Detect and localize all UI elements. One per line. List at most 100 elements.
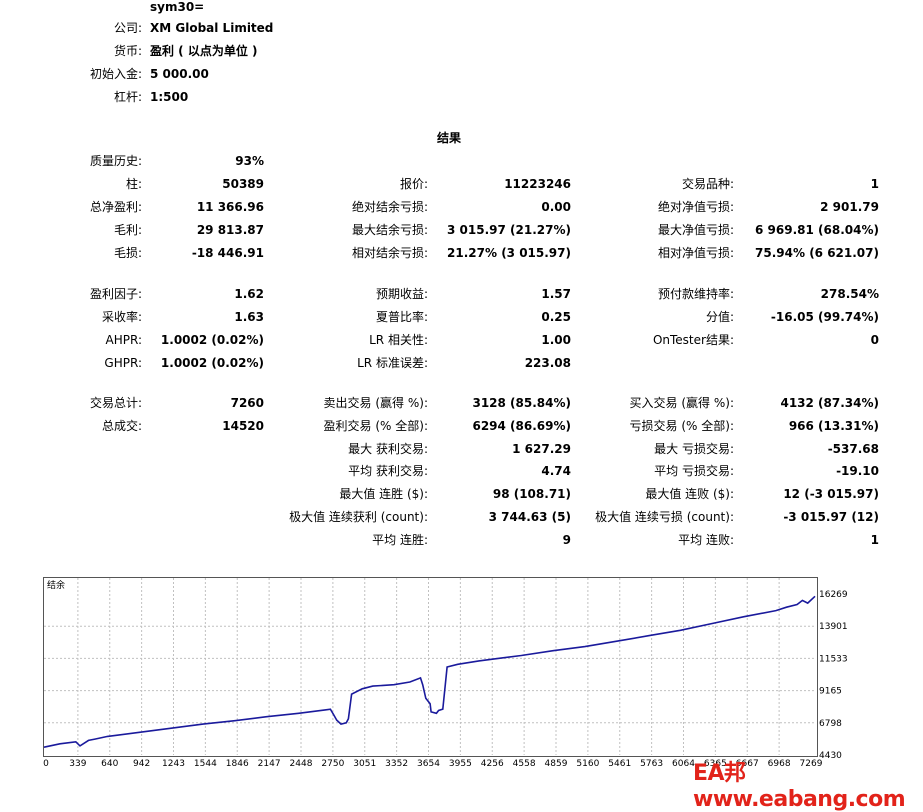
- y-tick-label: 4430: [819, 751, 842, 761]
- header-label: 公司:: [113, 21, 142, 35]
- stat-label: 平均 连胜:: [372, 533, 428, 547]
- stat-label: 盈利因子:: [89, 287, 142, 301]
- stat-label: AHPR:: [105, 333, 142, 347]
- stat-value: 12 (-3 015.97): [783, 487, 879, 501]
- x-tick-label: 6365: [704, 759, 727, 769]
- stat-label: LR 相关性:: [369, 333, 428, 347]
- stat-label: 最大 亏损交易:: [654, 442, 734, 456]
- x-tick-label: 4256: [481, 759, 504, 769]
- stat-value: 3128 (85.84%): [472, 396, 571, 410]
- x-tick-label: 640: [101, 759, 118, 769]
- stat-value: 1 627.29: [512, 442, 571, 456]
- watermark: EA邦 www.eabang.com: [693, 761, 906, 812]
- stat-label: 卖出交易 (赢得 %):: [323, 396, 428, 410]
- stat-value: 7260: [230, 396, 264, 410]
- stat-label: 毛利:: [113, 223, 142, 237]
- stat-label: 总成交:: [101, 419, 142, 433]
- stat-value: 11223246: [504, 177, 571, 191]
- x-tick-label: 4859: [545, 759, 568, 769]
- stat-label: 平均 获利交易:: [348, 464, 428, 478]
- stat-label: 平均 亏损交易:: [654, 464, 734, 478]
- x-tick-label: 3051: [353, 759, 376, 769]
- stat-label: 质量历史:: [89, 154, 142, 168]
- stat-value: 9: [562, 533, 571, 547]
- y-tick-label: 9165: [819, 687, 842, 697]
- stat-value: 3 744.63 (5): [488, 510, 571, 524]
- stat-label: 平均 连败:: [678, 533, 734, 547]
- stat-value: 14520: [222, 419, 264, 433]
- stat-label: 极大值 连续亏损 (count):: [595, 510, 734, 524]
- stat-value: 6294 (86.69%): [472, 419, 571, 433]
- stat-value: 11 366.96: [196, 200, 264, 214]
- stat-value: 1: [870, 177, 879, 191]
- stat-value: 21.27% (3 015.97): [447, 246, 571, 260]
- chart-legend-label: 结余: [47, 579, 65, 591]
- stat-label: 绝对结余亏损:: [351, 200, 428, 214]
- stat-value: 98 (108.71): [492, 487, 571, 501]
- header-label: 杠杆:: [113, 90, 142, 104]
- results-title: 结果: [437, 131, 462, 145]
- stat-value: -19.10: [836, 464, 879, 478]
- x-tick-label: 0: [43, 759, 49, 769]
- y-tick-label: 11533: [819, 654, 848, 664]
- stat-label: 交易总计:: [89, 396, 142, 410]
- x-tick-label: 4558: [513, 759, 536, 769]
- stat-value: 3 015.97 (21.27%): [447, 223, 571, 237]
- x-tick-label: 3654: [417, 759, 440, 769]
- stat-value: 1.00: [541, 333, 571, 347]
- stat-value: -537.68: [827, 442, 879, 456]
- x-tick-label: 339: [69, 759, 86, 769]
- header-value: 盈利 ( 以点为单位 ): [150, 44, 258, 58]
- x-tick-label: 2448: [290, 759, 313, 769]
- stat-label: 绝对净值亏损:: [657, 200, 734, 214]
- x-tick-label: 5160: [576, 759, 599, 769]
- stat-label: 相对结余亏损:: [351, 246, 428, 260]
- stat-value: 0.25: [541, 310, 571, 324]
- stat-label: 相对净值亏损:: [657, 246, 734, 260]
- x-tick-label: 3352: [385, 759, 408, 769]
- stat-label: 最大值 连胜 ($):: [339, 487, 428, 501]
- header-value: 5 000.00: [150, 67, 209, 81]
- stat-value: 0: [870, 333, 879, 347]
- y-tick-label: 6798: [819, 719, 842, 729]
- stat-value: 1.57: [541, 287, 571, 301]
- header-label: 货币:: [113, 44, 142, 58]
- stat-label: 总净盈利:: [89, 200, 142, 214]
- stat-value: 50389: [222, 177, 264, 191]
- x-tick-label: 2147: [258, 759, 281, 769]
- stat-value: 0.00: [541, 200, 571, 214]
- stat-value: 93%: [235, 154, 264, 168]
- stat-label: 亏损交易 (% 全部):: [629, 419, 734, 433]
- stat-label: 采收率:: [101, 310, 142, 324]
- y-tick-label: 16269: [819, 590, 848, 600]
- stat-value: 75.94% (6 621.07): [755, 246, 879, 260]
- x-tick-label: 3955: [449, 759, 472, 769]
- y-tick-label: 13901: [819, 622, 848, 632]
- x-tick-label: 7269: [800, 759, 823, 769]
- stat-value: -16.05 (99.74%): [770, 310, 879, 324]
- stat-value: 1.63: [234, 310, 264, 324]
- x-tick-label: 6667: [736, 759, 759, 769]
- x-tick-label: 942: [133, 759, 150, 769]
- stat-label: 盈利交易 (% 全部):: [323, 419, 428, 433]
- stat-label: 最大 获利交易:: [348, 442, 428, 456]
- stat-label: 分值:: [705, 310, 734, 324]
- stat-label: 预期收益:: [375, 287, 428, 301]
- balance-chart: [43, 577, 818, 757]
- stat-value: 223.08: [524, 356, 571, 370]
- header-value: 1:500: [150, 90, 189, 104]
- stat-value: -18 446.91: [191, 246, 264, 260]
- x-tick-label: 1846: [226, 759, 249, 769]
- header-label: 初始入金:: [89, 67, 142, 81]
- stat-label: 报价:: [399, 177, 428, 191]
- stat-value: 4.74: [541, 464, 571, 478]
- stat-label: OnTester结果:: [652, 333, 734, 347]
- x-tick-label: 1544: [194, 759, 217, 769]
- balance-chart-svg: 0 339 640 942 1243 1544 1846 2147 2448 2750 3051 33…: [43, 578, 848, 769]
- balance-series-line: [43, 595, 816, 748]
- header-value: XM Global Limited: [150, 21, 274, 35]
- stat-value: 6 969.81 (68.04%): [755, 223, 879, 237]
- stat-value: 1: [870, 533, 879, 547]
- stat-label: 极大值 连续获利 (count):: [289, 510, 428, 524]
- stat-value: 1.0002 (0.02%): [160, 356, 264, 370]
